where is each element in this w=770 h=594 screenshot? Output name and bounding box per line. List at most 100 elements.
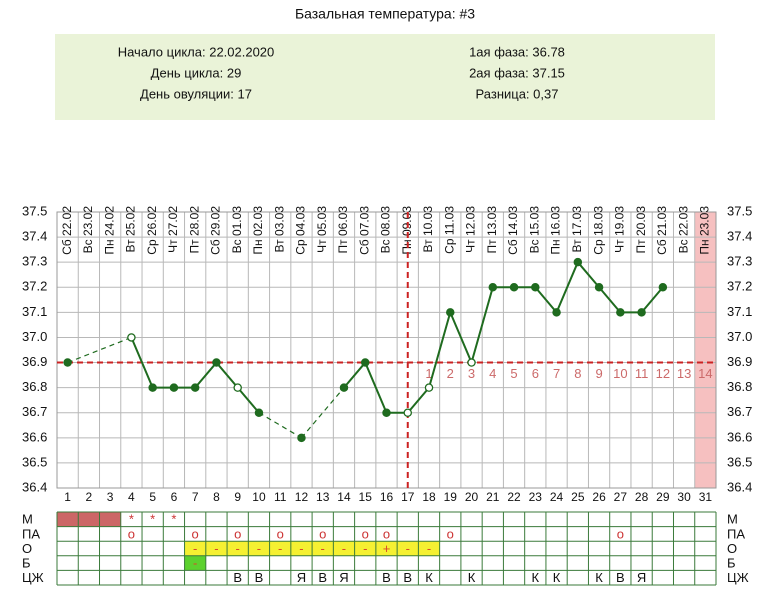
temperature-point: [382, 408, 391, 417]
date-label: Пн 09.03: [400, 206, 414, 255]
date-label: Вс 15.03: [527, 206, 541, 254]
table-cell-text: o: [617, 526, 624, 541]
x-tick-label: 18: [422, 490, 436, 504]
x-tick-label: 30: [677, 490, 691, 504]
temperature-point: [339, 383, 349, 392]
x-tick-label: 15: [359, 490, 373, 504]
gap-connector: [301, 387, 345, 439]
table-cell-fill: [205, 541, 228, 556]
row-label: ЦЖ: [22, 570, 44, 585]
temperature-point: [233, 383, 242, 392]
luteal-day-label: 1: [425, 366, 432, 381]
table-cell-text: В: [382, 570, 391, 585]
table-cell-text: В: [403, 570, 412, 585]
table-cell-text: *: [129, 512, 134, 527]
temperature-point: [212, 358, 221, 367]
table-cell-text: В: [318, 570, 327, 585]
y-tick-label: 36.8: [22, 379, 47, 394]
highlight-column: [694, 212, 716, 488]
luteal-day-label: 9: [595, 366, 602, 381]
table-cell-text: o: [234, 526, 241, 541]
table-cell-text: o: [447, 526, 454, 541]
date-label: Чт 27.02: [166, 206, 180, 253]
table-cell-text: o: [362, 526, 369, 541]
luteal-day-label: 12: [656, 366, 670, 381]
row-label: Б: [727, 556, 736, 571]
date-label: Пн 16.03: [549, 206, 563, 255]
luteal-day-label: 8: [574, 366, 581, 381]
table-cell-fill: [397, 541, 419, 556]
luteal-day-label: 3: [468, 366, 475, 381]
x-tick-label: 7: [192, 490, 199, 504]
x-tick-label: 31: [699, 490, 713, 504]
date-label: Пт 13.03: [485, 206, 499, 254]
info-text: День овуляции: 17: [140, 86, 252, 101]
x-tick-label: 28: [635, 490, 649, 504]
table-cell-text: К: [532, 570, 540, 585]
temperature-line: [130, 337, 260, 414]
gap-connector: [67, 336, 132, 364]
info-text: 1ая фаза: 36.78: [469, 44, 565, 59]
table-cell-text: В: [233, 570, 242, 585]
date-label: Пн 24.02: [102, 206, 116, 255]
date-label: Вт 03.03: [272, 206, 286, 253]
table-cell-fill: [312, 541, 334, 556]
temperature-point: [127, 333, 136, 342]
date-label: Ср 04.03: [294, 206, 308, 255]
y-tick-label: 36.4: [22, 479, 47, 494]
y-tick-label: 36.7: [727, 404, 752, 419]
temperature-point: [573, 257, 583, 267]
info-panel: [55, 34, 715, 120]
temperature-point: [254, 408, 264, 417]
luteal-day-label: 5: [510, 366, 517, 381]
y-tick-label: 37.5: [22, 203, 47, 218]
temperature-point: [531, 283, 540, 292]
date-label: Ср 18.03: [591, 206, 605, 255]
date-label: Чт 12.03: [464, 206, 478, 253]
temperature-point: [297, 433, 306, 443]
x-tick-label: 5: [149, 490, 156, 504]
table-cell-text: o: [319, 526, 326, 541]
date-label: Пт 28.02: [187, 206, 201, 254]
table-cell-fill: [333, 541, 355, 556]
y-tick-label: 36.9: [22, 354, 47, 369]
y-tick-label: 37.4: [22, 229, 47, 244]
table-cell-fill: [57, 512, 79, 527]
y-tick-label: 36.5: [727, 454, 752, 469]
x-tick-label: 17: [401, 490, 415, 504]
x-tick-label: 13: [316, 490, 330, 504]
date-label: Вс 08.03: [379, 206, 393, 254]
temperature-point: [360, 358, 370, 367]
x-tick-label: 24: [550, 490, 564, 504]
date-label: Сб 22.02: [60, 206, 74, 255]
table-cell-text: Я: [339, 570, 348, 585]
y-tick-label: 37.4: [727, 229, 752, 244]
table-cell-text: К: [468, 570, 476, 585]
row-label: О: [22, 541, 32, 556]
table-cell-text: -: [257, 541, 261, 556]
table-cell-text: -: [321, 541, 325, 556]
table-cell-text: o: [192, 526, 199, 541]
info-text: Разница: 0,37: [476, 86, 559, 101]
x-tick-label: 29: [656, 490, 670, 504]
x-tick-label: 27: [614, 490, 628, 504]
date-label: Вт 25.02: [124, 206, 138, 253]
temperature-point: [169, 383, 179, 392]
x-tick-label: 3: [107, 490, 114, 504]
luteal-day-label: 7: [553, 366, 560, 381]
info-text: День цикла: 29: [151, 65, 242, 80]
table-cell-fill: [418, 541, 440, 556]
x-tick-label: 8: [213, 490, 220, 504]
luteal-day-label: 13: [677, 366, 691, 381]
table-cell-text: -: [406, 541, 410, 556]
x-tick-label: 16: [380, 490, 394, 504]
date-label: Ср 26.02: [145, 206, 159, 255]
x-tick-label: 14: [337, 490, 351, 504]
row-label: М: [727, 512, 738, 527]
temperature-point: [446, 308, 455, 317]
date-label: Вт 10.03: [421, 206, 435, 253]
table-cell-text: *: [150, 512, 155, 527]
temperature-point: [63, 358, 72, 367]
table-cell-fill: [290, 541, 313, 556]
table-cell-text: +: [383, 541, 391, 556]
